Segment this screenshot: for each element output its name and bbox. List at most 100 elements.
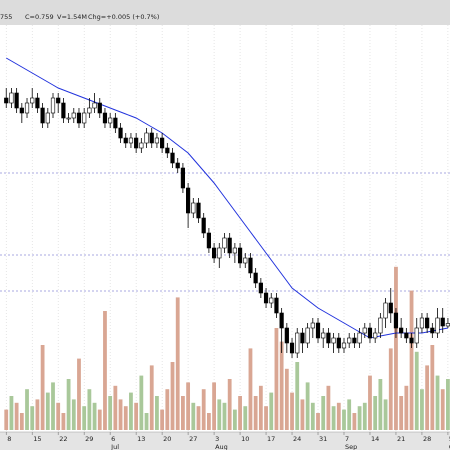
candle-body (165, 147, 170, 154)
volume-bar (61, 413, 66, 430)
candle-body (274, 297, 279, 314)
month-label: Jul (110, 443, 119, 450)
candle-body (186, 187, 191, 214)
volume-bar (232, 409, 237, 430)
volume-bar (300, 399, 305, 430)
candle-body (35, 97, 40, 109)
volume-bar (30, 406, 35, 430)
candle-body (300, 332, 305, 344)
candle-body (56, 97, 61, 104)
candle-body (435, 317, 440, 334)
candle-body (414, 327, 419, 344)
volume-bar (279, 341, 284, 430)
candles (4, 88, 450, 358)
volume-bar (149, 365, 154, 430)
volume-bar (181, 396, 185, 430)
volume-bar (45, 392, 50, 430)
volume-bar (290, 392, 294, 430)
candle-body (9, 92, 14, 104)
candle-body (128, 137, 134, 144)
x-tick-label: 14 (371, 435, 379, 443)
candle-body (336, 337, 341, 349)
candle-body (30, 97, 35, 104)
candle-body (373, 332, 378, 339)
volume-bar (103, 311, 107, 430)
volume-bar (201, 389, 206, 430)
candle-body (326, 332, 331, 344)
candle-body (113, 117, 118, 129)
volume-bar (160, 409, 165, 430)
volume-bar (331, 406, 336, 430)
volume-bar (352, 413, 357, 430)
volume-bar (388, 348, 393, 430)
volume-bar (35, 399, 40, 430)
candle-body (76, 112, 82, 124)
x-tick-label: 7 (345, 435, 349, 443)
volume-bar (175, 297, 180, 430)
volume-bar (87, 389, 92, 430)
x-tick-label: 17 (267, 435, 275, 443)
candle-body (211, 247, 217, 259)
volume-bar (446, 379, 450, 430)
candle-body (310, 322, 315, 329)
axis-bar (0, 432, 450, 450)
candle-body (321, 332, 326, 339)
x-tick-label: 28 (423, 435, 431, 443)
volume-bar (25, 389, 29, 430)
volume-bar (40, 345, 45, 430)
candle-body (50, 97, 56, 114)
volume-bar (336, 402, 341, 430)
candle-body (367, 327, 373, 339)
volume-bar (129, 392, 133, 430)
header-bar (0, 0, 450, 25)
volume-bar (394, 266, 398, 430)
info-text: Chg=+0.005 (+0.7%) (88, 13, 159, 21)
volume-bar (123, 406, 128, 430)
candle-body (92, 102, 97, 109)
volume-bar (305, 382, 310, 430)
volume-bar (56, 402, 61, 430)
volume-bar (378, 379, 383, 430)
volume-bar (420, 389, 424, 430)
candle-body (248, 257, 253, 274)
candle-body (61, 102, 66, 119)
candle-body (217, 247, 222, 259)
volume-bar (383, 399, 388, 430)
candle-body (149, 132, 154, 144)
volume-bar (409, 290, 414, 430)
x-tick-label: 22 (59, 435, 67, 443)
month-label: Oc (449, 443, 450, 450)
candle-body (4, 97, 9, 104)
candle-body (284, 327, 289, 344)
candle-body (191, 202, 196, 214)
volume-bar (82, 406, 87, 430)
candle-body (170, 152, 175, 164)
candle-body (45, 112, 50, 124)
candle-body (357, 332, 362, 344)
volume-bar (118, 399, 123, 430)
candle-body (419, 317, 425, 329)
info-text: V=1.54M (57, 13, 87, 21)
volume-bar (284, 368, 289, 430)
volume-bar (212, 382, 216, 430)
candle-body (269, 297, 274, 304)
volume-bar (155, 396, 159, 430)
volume-bar (165, 389, 170, 430)
x-tick-label: 20 (163, 435, 171, 443)
candle-body (232, 247, 237, 254)
volume-bar (425, 365, 430, 430)
volume-bar (430, 345, 435, 430)
candle-body (352, 337, 357, 344)
month-label: Sep (345, 443, 357, 450)
candle-body (118, 127, 123, 139)
candle-body (409, 337, 414, 344)
candle-body (399, 327, 404, 334)
x-tick-label: 15 (33, 435, 41, 443)
volume-bar (77, 358, 81, 430)
candle-body (331, 337, 336, 344)
x-tick-label: 5 (449, 435, 450, 443)
candle-body (404, 332, 409, 339)
candle-body (237, 247, 243, 264)
volume-bar (248, 348, 253, 430)
